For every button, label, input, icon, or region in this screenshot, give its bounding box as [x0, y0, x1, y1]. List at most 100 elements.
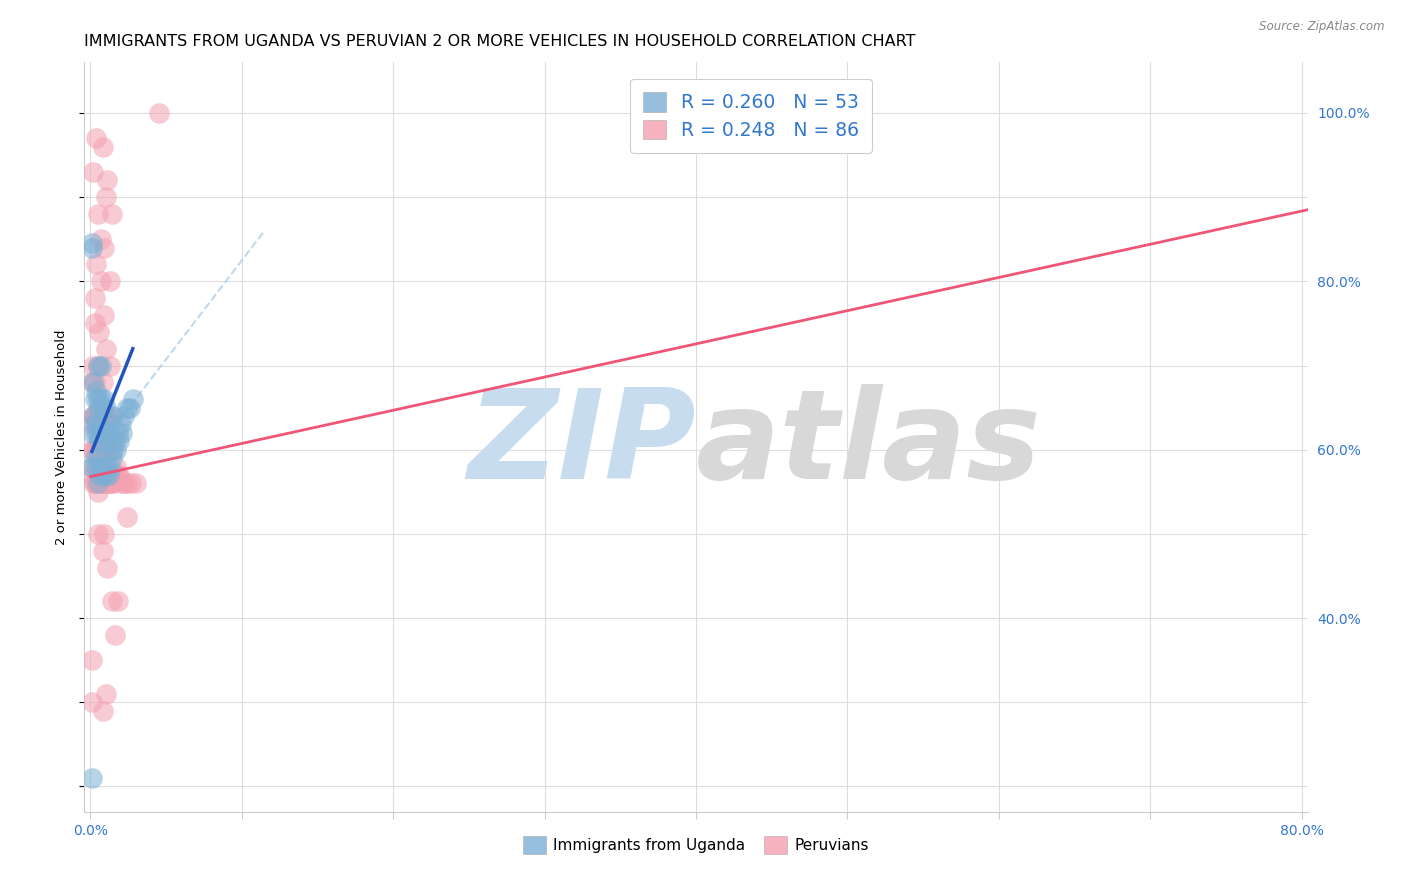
Point — [108, 434, 131, 449]
Point — [84, 417, 107, 432]
Text: atlas: atlas — [696, 384, 1042, 505]
Point — [86, 258, 108, 272]
Point — [90, 442, 112, 457]
Point — [82, 442, 104, 457]
Point — [91, 543, 114, 558]
Point — [89, 467, 111, 482]
Point — [80, 442, 103, 457]
Point — [89, 401, 111, 415]
Point — [93, 442, 115, 457]
Point — [96, 425, 118, 440]
Point — [84, 291, 107, 305]
Point — [105, 442, 128, 457]
Point — [87, 207, 110, 221]
Point — [93, 425, 115, 440]
Point — [148, 106, 170, 120]
Point — [97, 409, 120, 423]
Point — [86, 425, 108, 440]
Point — [107, 425, 129, 440]
Point — [86, 476, 108, 491]
Point — [91, 434, 114, 449]
Point — [87, 359, 110, 373]
Point — [84, 376, 107, 390]
Point — [96, 560, 118, 574]
Point — [84, 409, 107, 423]
Point — [94, 409, 117, 423]
Point — [82, 165, 104, 179]
Point — [101, 409, 124, 423]
Point — [90, 476, 112, 491]
Point — [98, 359, 121, 373]
Point — [90, 392, 112, 407]
Point — [98, 274, 121, 288]
Point — [80, 241, 103, 255]
Point — [86, 409, 108, 423]
Point — [90, 359, 112, 373]
Point — [80, 653, 103, 667]
Point — [87, 392, 110, 407]
Point — [97, 425, 120, 440]
Point — [91, 401, 114, 415]
Point — [94, 442, 117, 457]
Point — [91, 476, 114, 491]
Point — [93, 527, 115, 541]
Point — [111, 425, 134, 440]
Point — [96, 442, 118, 457]
Text: Source: ZipAtlas.com: Source: ZipAtlas.com — [1260, 20, 1385, 33]
Point — [84, 476, 107, 491]
Point — [125, 476, 148, 491]
Point — [80, 425, 103, 440]
Point — [93, 392, 115, 407]
Point — [84, 442, 107, 457]
Point — [84, 392, 107, 407]
Point — [104, 628, 127, 642]
Point — [105, 459, 128, 474]
Point — [96, 173, 118, 187]
Point — [90, 459, 112, 474]
Point — [89, 476, 111, 491]
Point — [115, 476, 138, 491]
Point — [91, 409, 114, 423]
Point — [90, 232, 112, 246]
Point — [108, 467, 131, 482]
Point — [118, 401, 141, 415]
Point — [84, 451, 107, 466]
Point — [90, 409, 112, 423]
Point — [89, 442, 111, 457]
Point — [96, 459, 118, 474]
Point — [89, 434, 111, 449]
Point — [107, 594, 129, 608]
Point — [101, 442, 124, 457]
Point — [93, 308, 115, 322]
Point — [120, 476, 142, 491]
Point — [97, 442, 120, 457]
Point — [86, 459, 108, 474]
Point — [90, 274, 112, 288]
Point — [94, 342, 117, 356]
Point — [93, 476, 115, 491]
Point — [110, 476, 132, 491]
Point — [90, 425, 112, 440]
Point — [80, 695, 103, 709]
Point — [89, 409, 111, 423]
Point — [93, 459, 115, 474]
Text: ZIP: ZIP — [467, 384, 696, 505]
Point — [98, 467, 121, 482]
Point — [100, 442, 122, 457]
Point — [104, 467, 127, 482]
Point — [100, 207, 122, 221]
Point — [87, 359, 110, 373]
Point — [80, 467, 103, 482]
Point — [87, 459, 110, 474]
Point — [82, 409, 104, 423]
Point — [82, 409, 104, 423]
Point — [87, 401, 110, 415]
Point — [91, 139, 114, 153]
Point — [98, 459, 121, 474]
Point — [86, 384, 108, 398]
Point — [82, 359, 104, 373]
Point — [97, 467, 120, 482]
Point — [100, 451, 122, 466]
Point — [91, 442, 114, 457]
Point — [86, 442, 108, 457]
